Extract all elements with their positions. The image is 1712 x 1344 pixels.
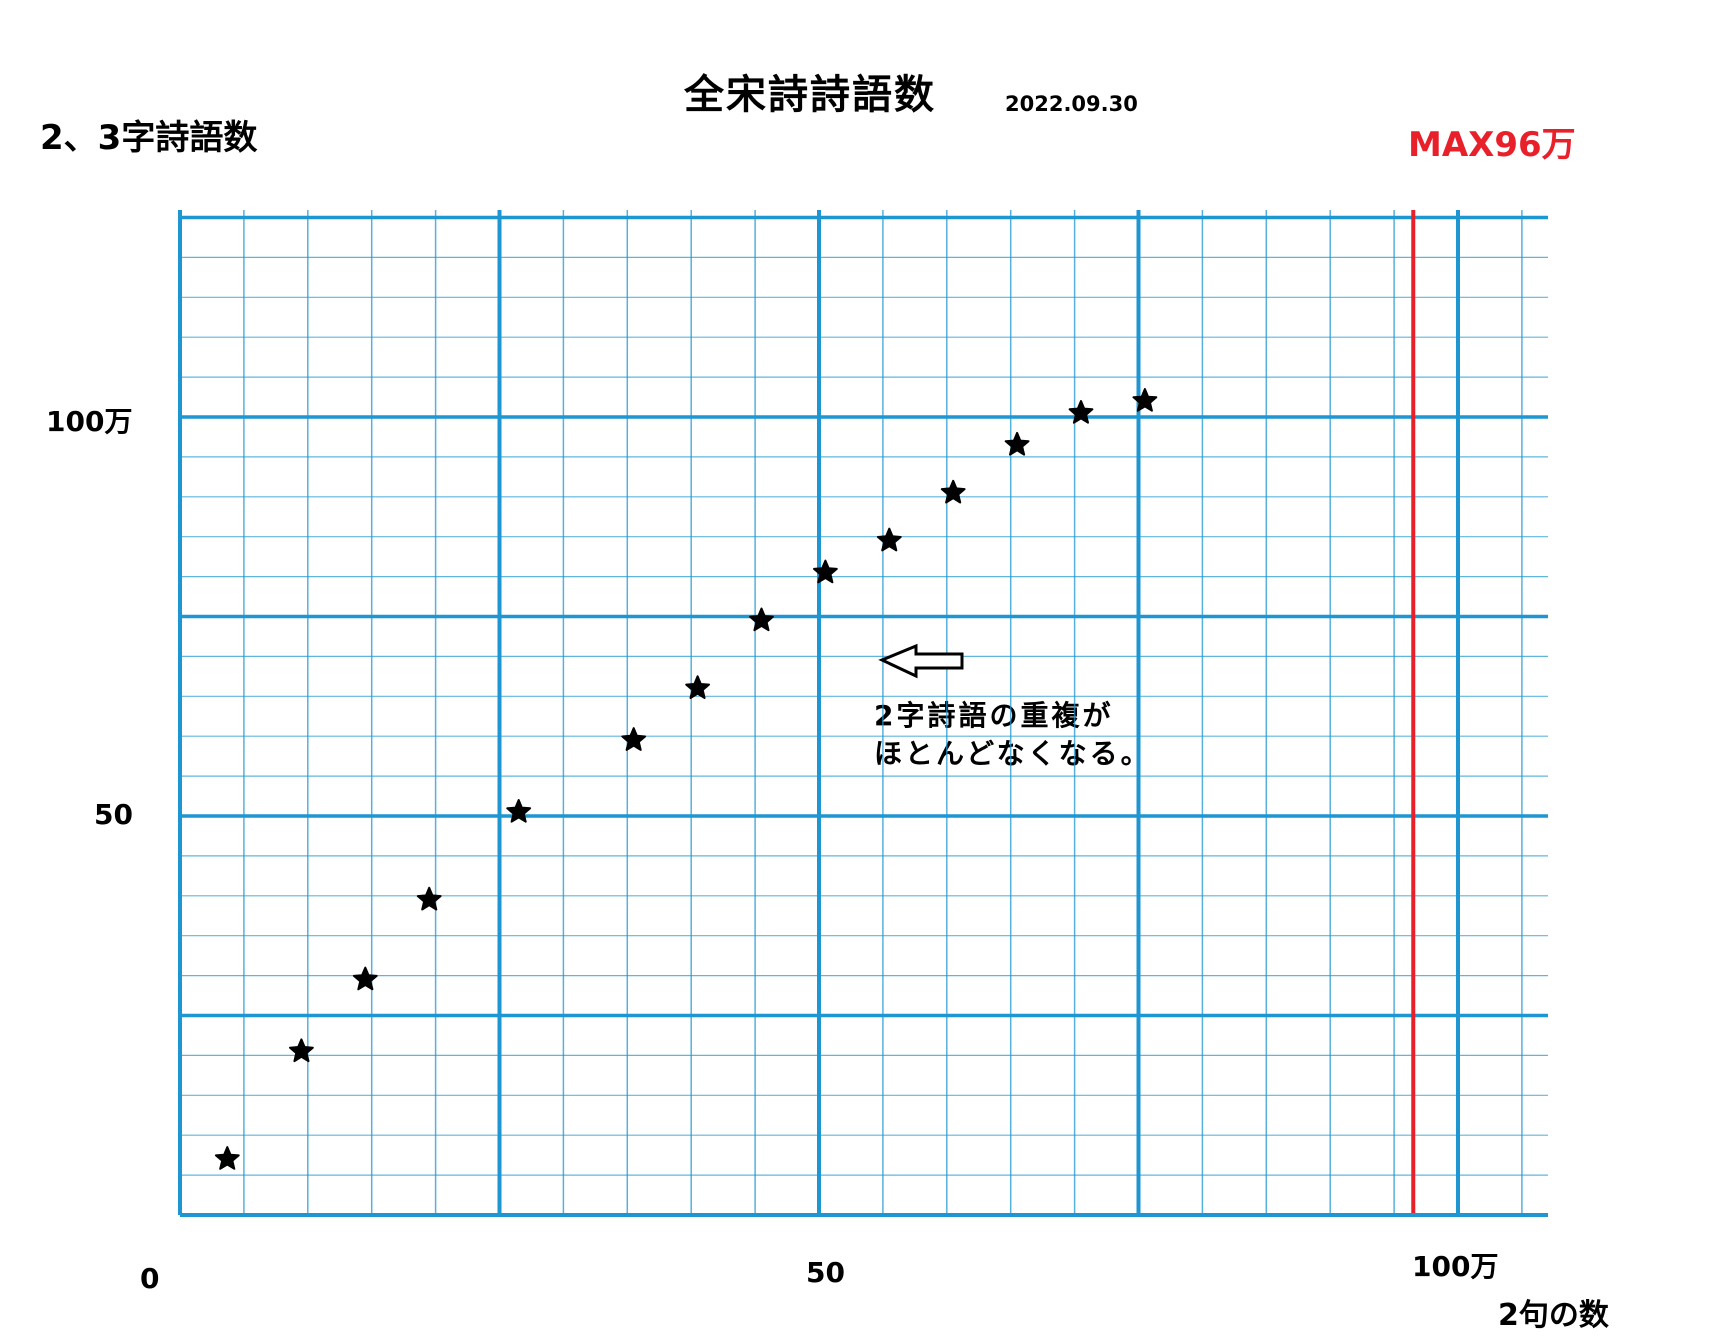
- data-point: [749, 607, 774, 632]
- data-point: [1004, 431, 1030, 456]
- data-point: [352, 966, 378, 991]
- data-point: [621, 727, 647, 751]
- data-point: [214, 1146, 240, 1170]
- grid: [178, 210, 1548, 1217]
- y-tick-label-50: 50: [94, 798, 133, 831]
- data-point: [940, 479, 966, 504]
- x-tick-label-100: 100万: [1412, 1250, 1499, 1283]
- annotation-line-1: 2字詩語の重複が: [874, 699, 1114, 732]
- chart-title: 全宋詩詩語数: [684, 72, 936, 118]
- data-point: [813, 559, 838, 584]
- y-axis-label: 2、3字詩語数: [40, 118, 258, 158]
- data-point: [289, 1038, 314, 1063]
- data-point: [416, 886, 442, 911]
- max-reference-label: MAX96万: [1408, 125, 1576, 165]
- chart-date: 2022.09.30: [1005, 92, 1138, 116]
- x-tick-label-50: 50: [806, 1256, 845, 1289]
- annotation-arrow: [878, 643, 964, 679]
- data-point: [1132, 388, 1158, 412]
- axes: [178, 210, 1548, 1217]
- data-points: [214, 388, 1158, 1170]
- data-point: [685, 675, 710, 699]
- y-tick-label-100: 100万: [46, 405, 133, 438]
- data-point: [876, 527, 902, 552]
- data-point: [1068, 400, 1094, 424]
- x-axis-label: 2句の数: [1498, 1298, 1609, 1333]
- x-tick-label-0: 0: [140, 1262, 160, 1295]
- data-point: [506, 799, 532, 823]
